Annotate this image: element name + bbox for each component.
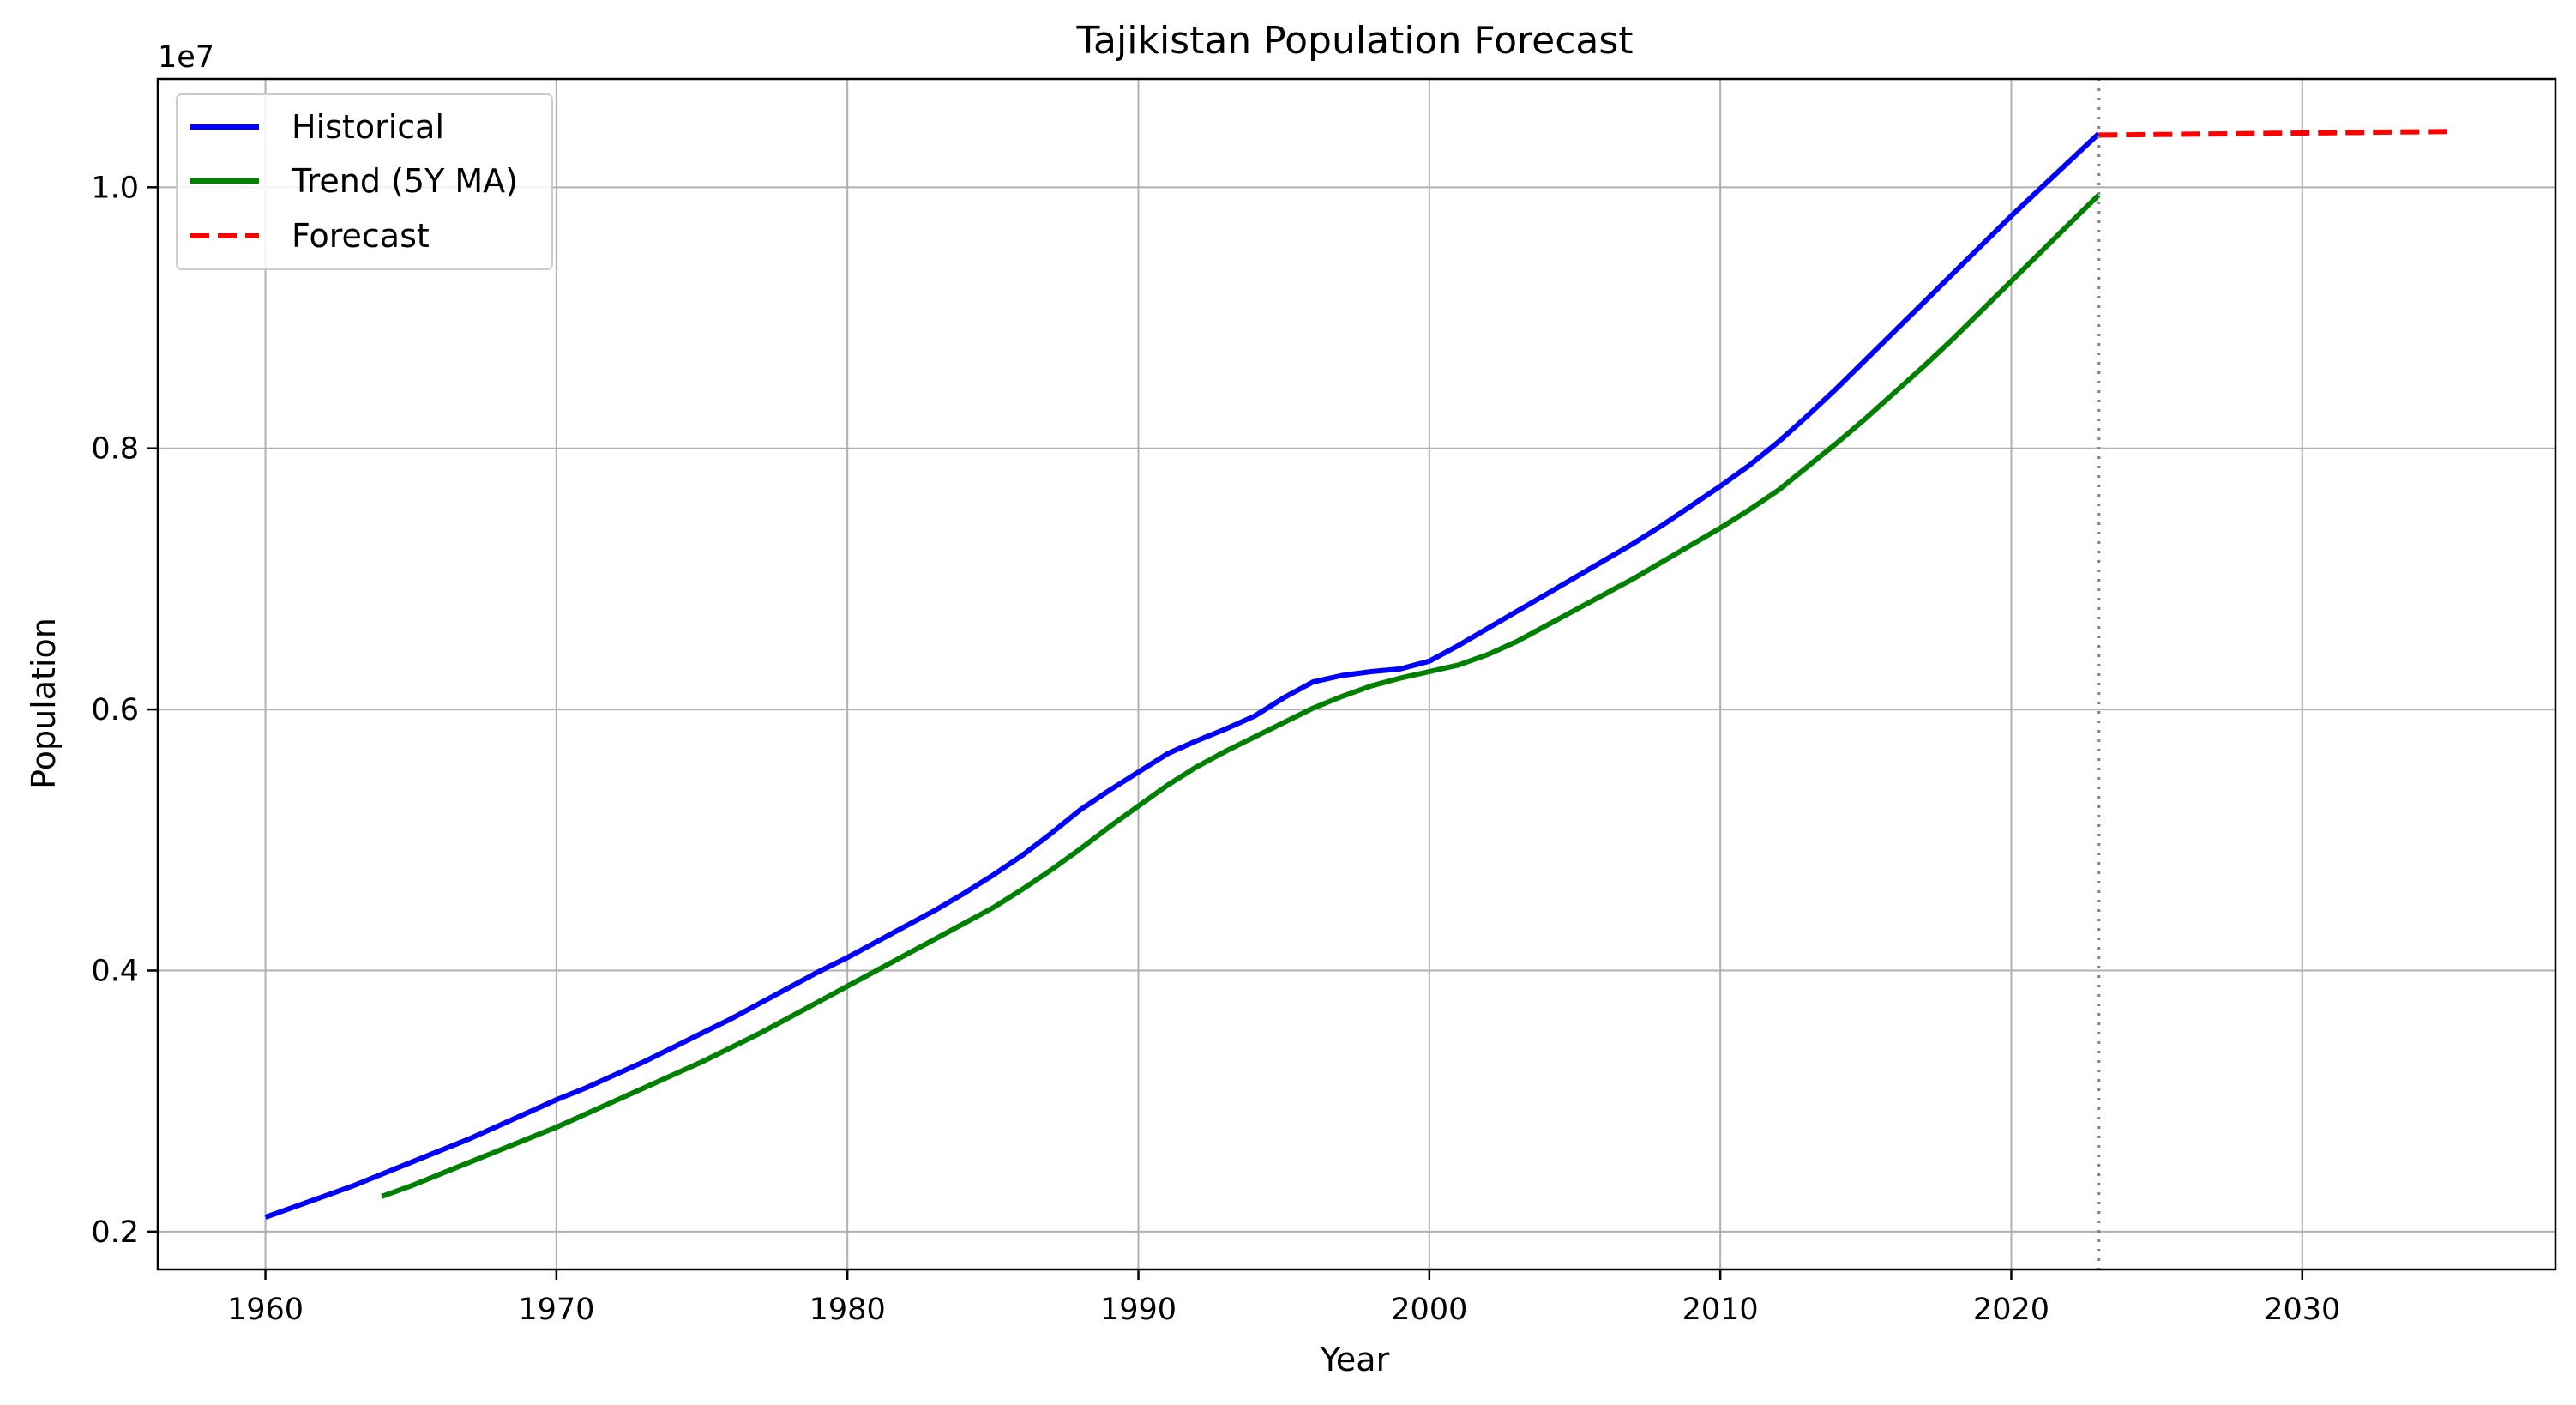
chart-title: Tajikistan Population Forecast (1075, 19, 1633, 63)
axis-ticks: 1960 1970 1980 1990 2000 2010 2020 2030 0.2 0.4 0.… (91, 171, 2340, 1327)
x-tick-label: 2010 (1682, 1293, 1759, 1327)
y-tick-label: 0.8 (91, 432, 139, 467)
x-tick-label: 1980 (810, 1293, 886, 1327)
x-tick-label: 2020 (1973, 1293, 2049, 1327)
legend-label-forecast: Forecast (292, 217, 430, 255)
x-axis-label: Year (1320, 1341, 1390, 1378)
y-tick-label: 0.4 (91, 954, 139, 988)
y-axis-offset-text: 1e7 (158, 40, 214, 75)
x-tick-label: 2030 (2264, 1293, 2340, 1327)
x-tick-label: 1960 (227, 1293, 304, 1327)
x-tick-label: 2000 (1391, 1293, 1467, 1327)
series-line-historical (264, 131, 2101, 1220)
series-lines (264, 129, 2448, 1220)
plot-frame (156, 77, 2557, 1271)
y-tick-label: 0.6 (91, 693, 139, 727)
legend: Historical Trend (5Y MA) Forecast (176, 93, 553, 270)
legend-label-historical: Historical (292, 108, 444, 146)
x-tick-label: 1990 (1100, 1293, 1177, 1327)
legend-label-trend: Trend (5Y MA) (291, 162, 518, 200)
y-tick-label: 0.2 (91, 1215, 139, 1250)
legend-box (176, 93, 553, 270)
series-line-trend-5y-ma (381, 193, 2101, 1199)
y-tick-label: 1.0 (91, 171, 139, 205)
y-axis-label: Population (25, 618, 63, 789)
x-tick-label: 1970 (518, 1293, 594, 1327)
series-line-forecast (2098, 129, 2448, 138)
